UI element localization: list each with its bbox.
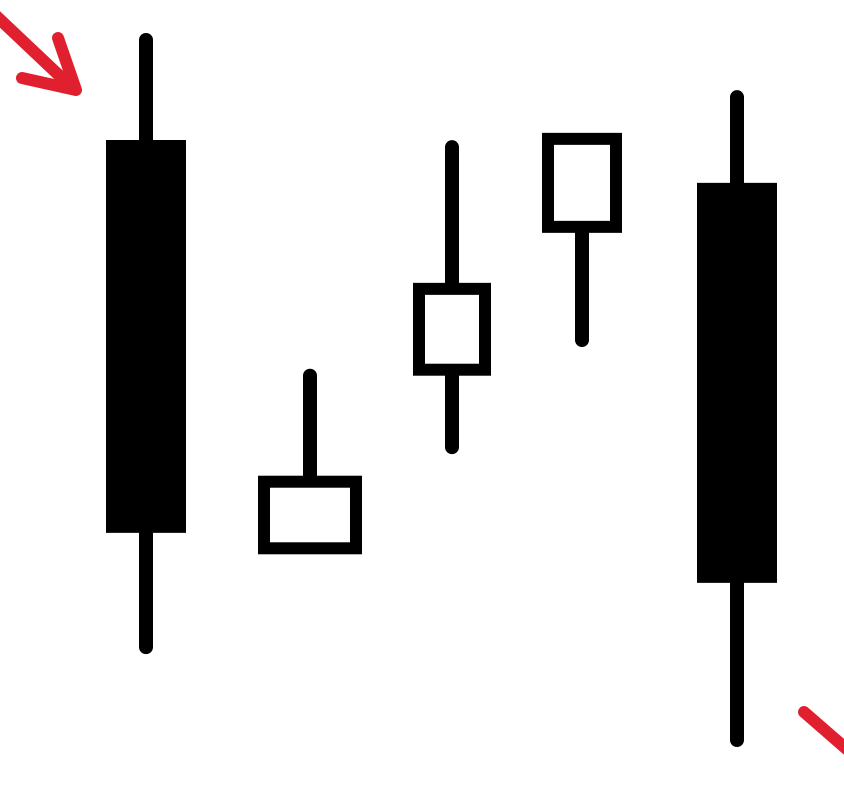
annotation-arrow-top-left-head — [16, 32, 82, 96]
candle-2 — [258, 368, 362, 555]
candle-5-body — [697, 182, 777, 583]
candle-1 — [106, 33, 186, 655]
annotation-arrow-top-left-shaft — [0, 11, 70, 86]
candle-1-body — [106, 140, 186, 533]
candle-5 — [697, 90, 777, 747]
annotation-arrow-bottom-right — [798, 706, 844, 755]
candle-4-body — [542, 132, 622, 233]
candles-layer — [106, 33, 777, 747]
candle-4 — [542, 132, 622, 347]
candle-2-body — [258, 475, 362, 555]
annotations-layer — [0, 11, 844, 755]
candle-3-body — [413, 282, 491, 376]
annotation-arrow-top-left — [0, 11, 82, 96]
candle-3 — [413, 140, 491, 455]
